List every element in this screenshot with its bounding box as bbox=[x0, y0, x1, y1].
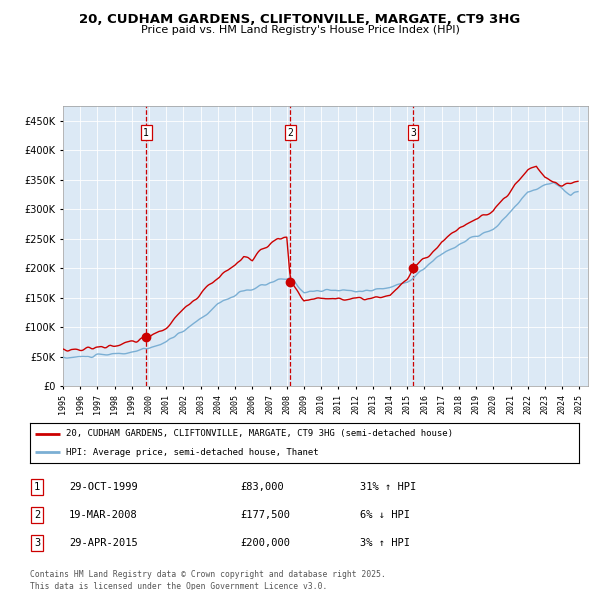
Text: 31% ↑ HPI: 31% ↑ HPI bbox=[360, 482, 416, 491]
Text: 3: 3 bbox=[34, 539, 40, 548]
Text: 3: 3 bbox=[410, 128, 416, 137]
Text: Contains HM Land Registry data © Crown copyright and database right 2025.
This d: Contains HM Land Registry data © Crown c… bbox=[30, 570, 386, 590]
Text: 1: 1 bbox=[143, 128, 149, 137]
Text: 2: 2 bbox=[287, 128, 293, 137]
Text: £177,500: £177,500 bbox=[240, 510, 290, 520]
Text: 6% ↓ HPI: 6% ↓ HPI bbox=[360, 510, 410, 520]
Text: 20, CUDHAM GARDENS, CLIFTONVILLE, MARGATE, CT9 3HG (semi-detached house): 20, CUDHAM GARDENS, CLIFTONVILLE, MARGAT… bbox=[65, 430, 452, 438]
Text: Price paid vs. HM Land Registry's House Price Index (HPI): Price paid vs. HM Land Registry's House … bbox=[140, 25, 460, 35]
Text: 3% ↑ HPI: 3% ↑ HPI bbox=[360, 539, 410, 548]
Text: £83,000: £83,000 bbox=[240, 482, 284, 491]
Text: 19-MAR-2008: 19-MAR-2008 bbox=[69, 510, 138, 520]
Text: 29-OCT-1999: 29-OCT-1999 bbox=[69, 482, 138, 491]
Text: 1: 1 bbox=[34, 482, 40, 491]
Text: 29-APR-2015: 29-APR-2015 bbox=[69, 539, 138, 548]
Text: HPI: Average price, semi-detached house, Thanet: HPI: Average price, semi-detached house,… bbox=[65, 448, 319, 457]
Text: 20, CUDHAM GARDENS, CLIFTONVILLE, MARGATE, CT9 3HG: 20, CUDHAM GARDENS, CLIFTONVILLE, MARGAT… bbox=[79, 13, 521, 26]
Text: £200,000: £200,000 bbox=[240, 539, 290, 548]
Text: 2: 2 bbox=[34, 510, 40, 520]
